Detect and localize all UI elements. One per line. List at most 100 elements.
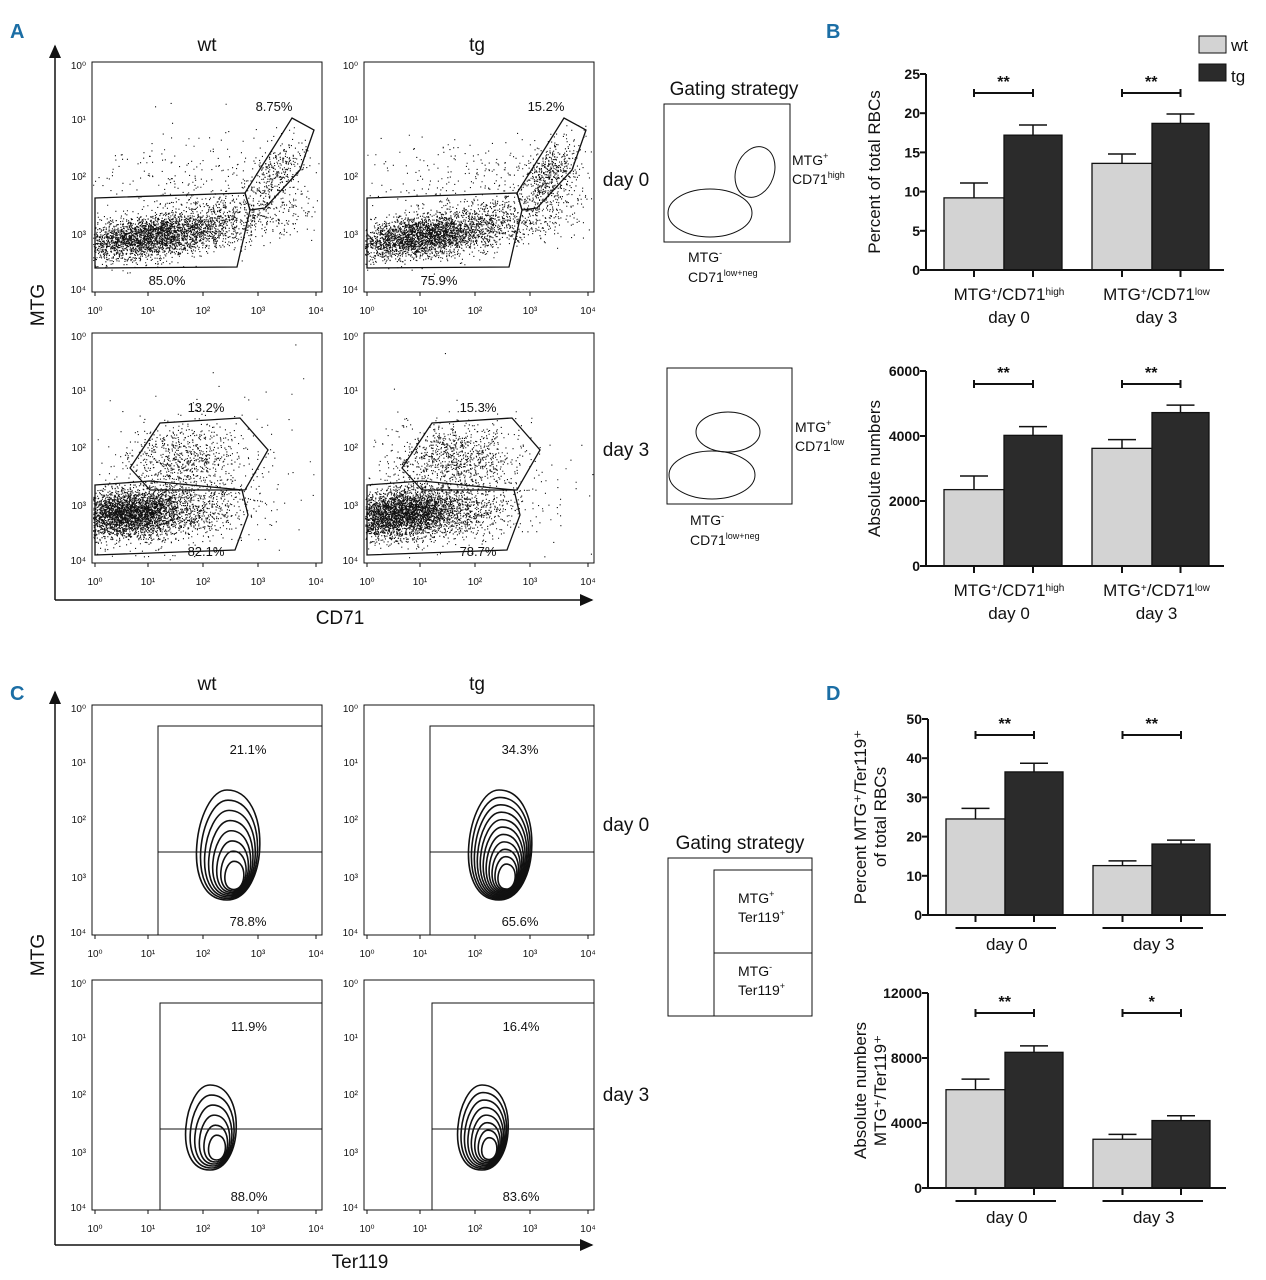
gating-title: Gating strategy [670, 79, 799, 100]
gate-upper [401, 417, 541, 491]
y-tick-label: 10² [72, 172, 87, 183]
y-tick-label: 10³ [72, 501, 87, 512]
gate-ellipse-neg [668, 450, 756, 500]
category-label: day 3 [1133, 1208, 1175, 1227]
y-tick-label: 4000 [891, 1115, 922, 1131]
bar-wt [1092, 1138, 1153, 1189]
y-tick-label: 10⁴ [71, 1203, 86, 1214]
gate-upper [244, 117, 315, 211]
gate-percent-lower: 65.6% [502, 914, 539, 929]
x-tick-label: 10⁰ [87, 306, 102, 317]
contour-line [207, 819, 254, 897]
y-tick-label: 10⁰ [71, 61, 86, 72]
category-label: MTG+/CD71high [954, 581, 1065, 600]
category-sublabel: day 0 [988, 604, 1030, 623]
y-tick-label: 10⁴ [343, 556, 358, 567]
legend-label-wt: wt [1230, 36, 1248, 55]
gate-percent-lower: 75.9% [421, 273, 458, 288]
y-axis-label: MTG [28, 934, 49, 976]
x-tick-label: 10⁰ [87, 1224, 102, 1235]
bar-tg [1151, 122, 1210, 271]
category-label: day 0 [986, 1208, 1028, 1227]
panel-letter-d: D [826, 683, 840, 705]
gate-rect [159, 1002, 323, 1211]
y-tick-label: 10³ [344, 1148, 359, 1159]
event-dots [367, 172, 593, 275]
category-label: day 0 [986, 935, 1028, 954]
gating-title: Gating strategy [676, 833, 805, 854]
x-tick-label: 10⁴ [308, 1224, 323, 1235]
y-tick-label: 10 [904, 184, 920, 200]
gate-label-pos: MTG+ CD71high [792, 151, 845, 187]
bar-wt [943, 488, 1005, 567]
bar-wt [1092, 864, 1153, 916]
x-tick-label: 10³ [251, 306, 266, 317]
gate-lower [366, 192, 523, 269]
contour-line [477, 1129, 500, 1162]
gating-strategy-a: Gating strategy MTG+ CD71high MTG-CD71low… [663, 79, 845, 548]
category-sublabel: day 3 [1136, 604, 1178, 623]
y-tick-label: 25 [904, 66, 920, 82]
x-tick-label: 10¹ [413, 306, 428, 317]
gate-rect [713, 869, 813, 1017]
event-dots [98, 155, 319, 268]
column-header-tg: tg [469, 674, 485, 695]
gate-upper [129, 417, 269, 491]
contour-line [460, 1091, 508, 1170]
y-tick-label: 20 [906, 829, 922, 845]
bar-wt [943, 197, 1005, 271]
y-tick-label: 10² [344, 815, 359, 826]
plot-frame [363, 332, 595, 564]
gate-label-pos: MTG+ CD71low [795, 418, 845, 454]
gate-percent-lower: 88.0% [231, 1189, 268, 1204]
y-tick-label: 2000 [889, 493, 920, 509]
y-tick-label: 5 [912, 223, 920, 239]
y-tick-label: 10³ [72, 1148, 87, 1159]
y-tick-label: 10⁴ [71, 285, 86, 296]
contour-line [473, 1121, 501, 1164]
bar-tg [1004, 771, 1064, 916]
contour-line [456, 1084, 509, 1171]
x-tick-label: 10³ [251, 949, 266, 960]
gate-percent-upper: 13.2% [188, 400, 225, 415]
contour-line [195, 789, 261, 901]
bar-chart-b-top: ** MTG+/CD71high day 0 ** MTG+/CD71low day 3 0… [865, 66, 1224, 327]
gate-rect [429, 725, 595, 936]
x-tick-label: 10¹ [141, 306, 156, 317]
event-dots [365, 201, 547, 271]
gate-lower [94, 480, 249, 556]
category-sublabel: day 3 [1136, 308, 1178, 327]
y-tick-label: 10³ [72, 230, 87, 241]
category-label: MTG+/CD71low [1103, 581, 1211, 600]
gate-percent-lower: 78.8% [230, 914, 267, 929]
contour-line [480, 1136, 498, 1161]
legend-label-tg: tg [1231, 67, 1245, 86]
y-axis-label: Absolute numbers [851, 1022, 870, 1159]
bar-tg [1151, 411, 1210, 567]
contour-line [491, 848, 520, 893]
y-tick-label: 10³ [344, 230, 359, 241]
panel-a-flow-plots: 10⁰10⁴10¹10³10²10²10³10¹10⁴10⁰8.75%85.0%… [71, 61, 596, 588]
panel-c-flow-plots: 10⁰10⁴10¹10³10²10²10³10¹10⁴10⁰21.1%78.8%… [71, 704, 596, 1235]
x-tick-label: 10¹ [141, 1224, 156, 1235]
bar-wt [1091, 447, 1153, 567]
x-tick-label: 10² [468, 949, 483, 960]
y-tick-label: 10² [72, 443, 87, 454]
y-tick-label: 10⁰ [343, 979, 358, 990]
x-tick-label: 10⁴ [308, 577, 323, 588]
x-tick-label: 10³ [523, 577, 538, 588]
y-tick-label: 20 [904, 105, 920, 121]
x-tick-label: 10⁰ [359, 949, 374, 960]
y-tick-label: 10² [344, 172, 359, 183]
x-tick-label: 10³ [523, 949, 538, 960]
significance-label: * [1149, 994, 1156, 1011]
gate-label-neg: MTG-CD71low+neg [688, 248, 758, 285]
plot-frame [91, 979, 323, 1211]
contour-line [199, 799, 259, 900]
event-dots [93, 197, 296, 274]
event-dots [97, 475, 286, 558]
gate-percent-upper: 34.3% [502, 742, 539, 757]
y-tick-label: 10¹ [344, 1033, 359, 1044]
